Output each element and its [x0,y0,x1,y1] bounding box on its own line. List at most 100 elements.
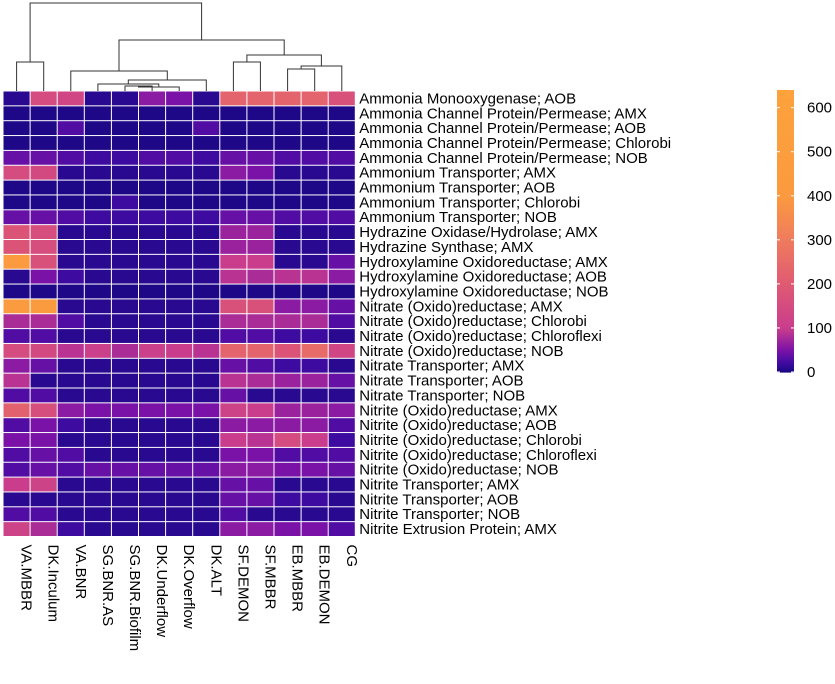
colorbar-segment [777,269,794,273]
heatmap-cell [220,373,247,388]
heatmap-cell [57,358,84,373]
heatmap-cell [111,240,138,254]
heatmap-cell [193,433,220,447]
heatmap-cell [301,329,328,343]
heatmap-cell [328,418,355,433]
heatmap-cell [3,299,30,314]
heatmap-cell [193,418,220,433]
colorbar-segment [777,167,794,170]
heatmap-cell [193,507,220,522]
heatmap-cell [274,225,301,239]
heatmap-cell [3,462,30,477]
heatmap-cell [111,180,138,195]
colorbar-segment [777,199,794,202]
colorbar-segment [777,342,794,345]
heatmap-cell [328,403,355,418]
heatmap-cell [301,136,328,150]
heatmap-cell [274,210,301,225]
heatmap-cell [84,91,111,106]
heatmap-cell [3,477,30,492]
heatmap-cell [57,284,84,299]
heatmap-cell [274,136,301,150]
colorbar-segment [777,352,794,355]
colorbar-segment [777,98,794,102]
heatmap-cell [166,254,193,269]
colorbar-segment [777,209,794,213]
row-label: Hydroxylamine Oxidoreductase; NOB [359,283,608,300]
colorbar-segment [777,359,794,363]
heatmap-cell [193,388,220,403]
colorbar-segment [777,326,794,329]
heatmap-cell [139,121,166,136]
heatmap-cell [328,522,355,536]
heatmap-cell [111,418,138,433]
heatmap-cell [193,447,220,462]
colorbar-segment [777,271,794,274]
column-label: VA.MBBR [18,545,35,612]
colorbar-segment [777,215,794,218]
heatmap-cell [328,165,355,180]
colorbar-segment [777,305,794,308]
heatmap-cell [139,433,166,447]
heatmap-cell [30,433,57,447]
heatmap-cell [247,195,274,210]
heatmap-cell [30,522,57,536]
heatmap-cell [30,373,57,388]
heatmap-cell [274,462,301,477]
heatmap-cell [111,91,138,106]
heatmap-cell [139,150,166,165]
heatmap-cell [247,136,274,150]
column-label: VA.BNR [72,545,89,600]
heatmap-cell [274,522,301,536]
heatmap-cell [328,373,355,388]
heatmap-cell [166,195,193,210]
heatmap-cell [247,433,274,447]
colorbar-segment [777,192,794,195]
heatmap-cell [139,373,166,388]
colorbar-segment [777,102,794,105]
heatmap-cell [139,462,166,477]
heatmap-cell [3,343,30,358]
heatmap-cell [111,433,138,447]
heatmap-cell [111,210,138,225]
heatmap-cell [328,462,355,477]
colorbar-segment [777,162,794,165]
heatmap-cell [247,447,274,462]
row-label: Nitrite Transporter; AOB [359,491,518,508]
heatmap-cell [139,492,166,507]
heatmap-cell [84,240,111,254]
heatmap-cell [247,106,274,121]
heatmap-cell [139,225,166,239]
colorbar-tick-label: 500 [807,144,832,161]
colorbar-segment [777,127,794,130]
heatmap-cell [274,477,301,492]
heatmap-cell [57,165,84,180]
heatmap-cell [328,299,355,314]
heatmap-cell [3,225,30,239]
heatmap-cell [220,195,247,210]
heatmap-cell [220,136,247,150]
heatmap-cell [274,180,301,195]
dendrogram-branch [300,65,343,91]
heatmap-cell [84,492,111,507]
heatmap-cell [301,150,328,165]
row-label: Hydrazine Oxidase/Hydrolase; AMX [359,224,597,241]
heatmap-cell [3,418,30,433]
colorbar-segment [777,356,794,359]
row-label: Nitrite (Oxido)reductase; AMX [359,402,557,419]
heatmap-cell [247,121,274,136]
row-label: Ammonia Channel Protein/Permease; NOB [359,150,647,167]
heatmap-cell [193,165,220,180]
colorbar-segment [777,190,794,193]
heatmap-cell [220,106,247,121]
colorbar-segment [777,250,794,253]
colorbar-segment [777,185,794,188]
heatmap-cell [193,225,220,239]
heatmap-cell [328,284,355,299]
colorbar-segment [777,289,794,292]
heatmap-cell [274,195,301,210]
heatmap-cell [166,269,193,284]
heatmap-cell [3,373,30,388]
heatmap-cell [193,462,220,477]
